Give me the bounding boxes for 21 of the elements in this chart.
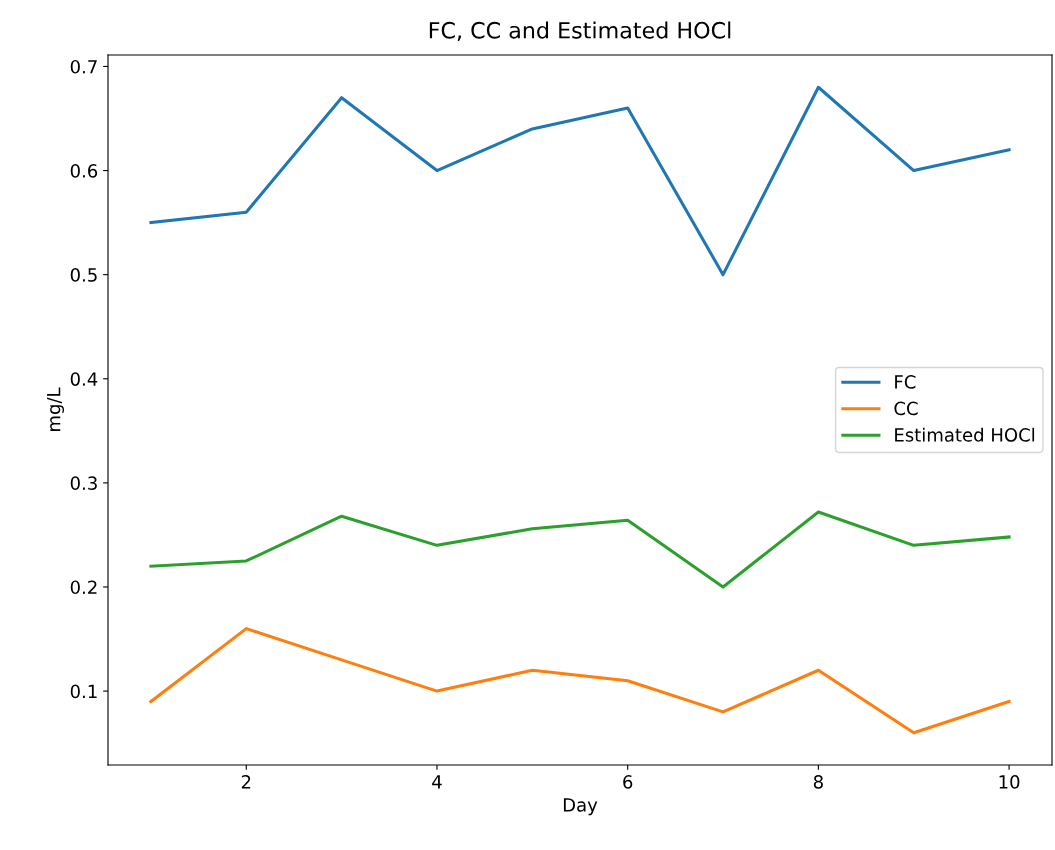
legend-label: Estimated HOCl xyxy=(895,427,1035,442)
x-tick-label: 6 xyxy=(623,775,633,789)
x-axis-title: Day xyxy=(563,798,598,816)
chart-title: FC, CC and Estimated HOCl xyxy=(429,21,731,41)
x-tick-label: 4 xyxy=(432,775,442,789)
legend-label: FC xyxy=(895,375,916,389)
y-tick-label: 0.1 xyxy=(70,684,97,699)
y-tick-label: 0.4 xyxy=(70,372,98,386)
x-tick-label: 2 xyxy=(241,775,251,789)
y-tick-label: 0.2 xyxy=(70,580,97,595)
y-tick-label: 0.6 xyxy=(70,164,98,178)
line-series xyxy=(149,627,1011,735)
line-series xyxy=(149,85,1011,277)
legend-label: CC xyxy=(894,401,918,416)
line-series xyxy=(149,510,1011,589)
y-axis-title: mg/L xyxy=(47,387,65,431)
x-tick-label: 8 xyxy=(813,775,823,789)
y-tick-label: 0.5 xyxy=(70,268,97,282)
x-tick-label: 10 xyxy=(999,775,1020,789)
y-tick-label: 0.3 xyxy=(70,476,97,490)
y-tick-label: 0.7 xyxy=(70,59,97,74)
